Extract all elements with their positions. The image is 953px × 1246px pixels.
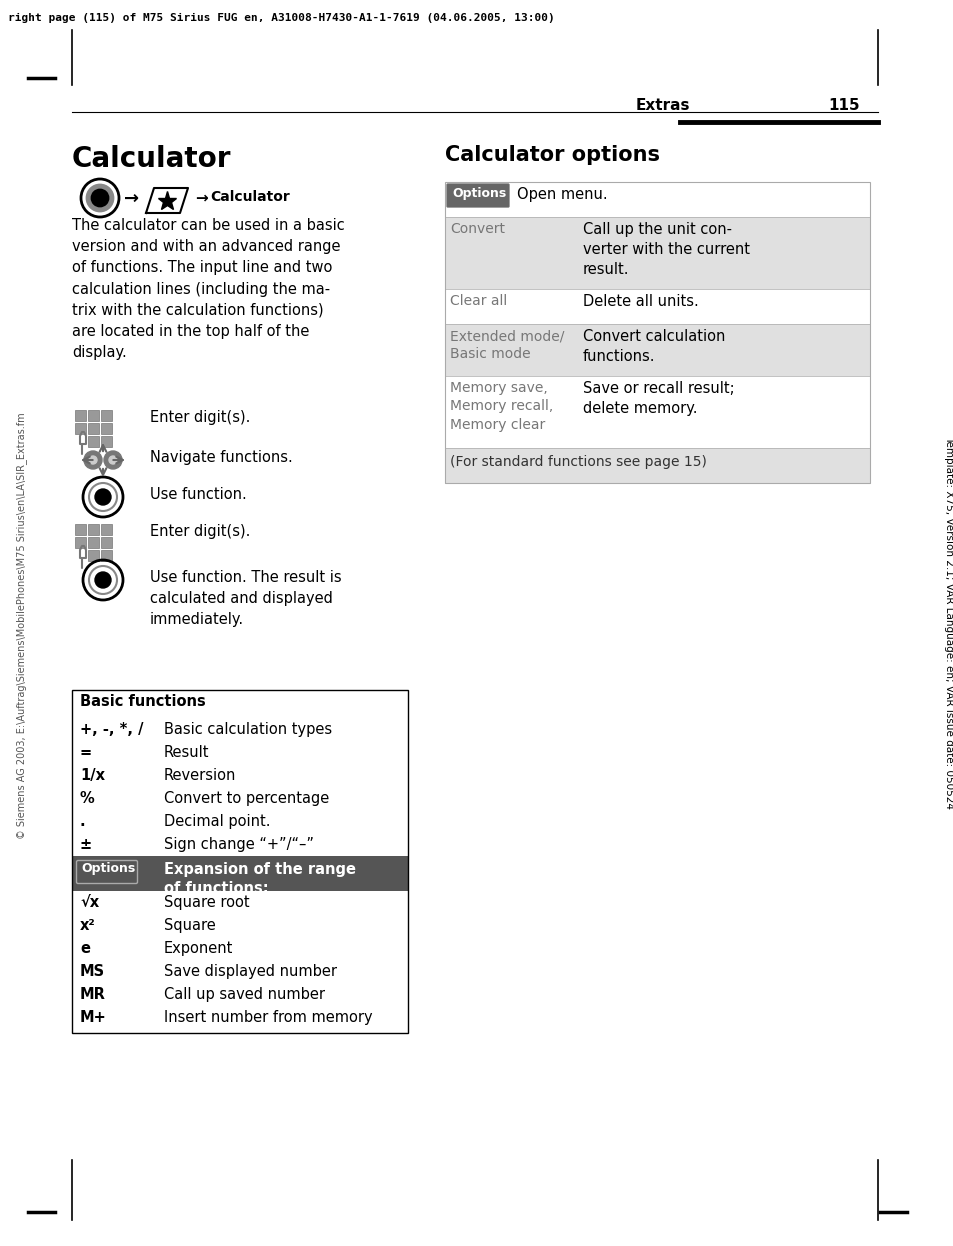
Text: Calculator: Calculator — [71, 145, 232, 173]
Bar — [101, 537, 112, 548]
Text: √x: √x — [80, 895, 99, 910]
Text: =: = — [80, 745, 92, 760]
Circle shape — [91, 189, 108, 206]
Bar — [71, 856, 408, 891]
Bar — [88, 549, 99, 561]
Text: MS: MS — [80, 964, 105, 979]
Text: © Siemens AG 2003, E:\Auftrag\Siemens\MobilePhones\M75 Sirius\en\LA\SIR_Extras.f: © Siemens AG 2003, E:\Auftrag\Siemens\Mo… — [16, 412, 27, 840]
Text: Basic calculation types: Basic calculation types — [164, 721, 332, 736]
Bar — [88, 436, 99, 447]
Bar — [88, 410, 99, 421]
Bar — [101, 422, 112, 434]
Bar — [88, 537, 99, 548]
Text: Use function.: Use function. — [150, 487, 247, 502]
Bar — [88, 422, 99, 434]
Text: Clear all: Clear all — [450, 294, 507, 308]
Text: Options: Options — [452, 187, 506, 201]
Text: +, -, *, /: +, -, *, / — [80, 721, 143, 736]
Text: Template: X75, Version 2.1; VAR Language: en; VAR issue date: 050524: Template: X75, Version 2.1; VAR Language… — [943, 436, 953, 810]
Text: ±: ± — [80, 837, 92, 852]
Text: (For standard functions see page 15): (For standard functions see page 15) — [450, 455, 706, 468]
Circle shape — [84, 451, 102, 468]
Text: Calculator: Calculator — [210, 189, 290, 204]
Text: Convert to percentage: Convert to percentage — [164, 791, 329, 806]
Circle shape — [109, 456, 117, 464]
Circle shape — [87, 184, 112, 211]
Text: Enter digit(s).: Enter digit(s). — [150, 525, 250, 540]
Text: Convert: Convert — [450, 222, 504, 235]
Text: →: → — [124, 189, 139, 208]
Circle shape — [95, 488, 111, 505]
Text: Square root: Square root — [164, 895, 250, 910]
Text: x²: x² — [80, 918, 95, 933]
Text: The calculator can be used in a basic
version and with an advanced range
of func: The calculator can be used in a basic ve… — [71, 218, 344, 360]
FancyBboxPatch shape — [76, 861, 137, 883]
Text: Sign change “+”/“–”: Sign change “+”/“–” — [164, 837, 314, 852]
Text: 1/x: 1/x — [80, 768, 105, 782]
Bar — [71, 690, 408, 1033]
Bar — [75, 537, 86, 548]
Bar — [75, 422, 86, 434]
Bar — [101, 436, 112, 447]
Text: Memory save,
Memory recall,
Memory clear: Memory save, Memory recall, Memory clear — [450, 381, 553, 432]
Text: Calculator options: Calculator options — [444, 145, 659, 164]
Text: e: e — [80, 941, 90, 956]
Circle shape — [104, 451, 122, 468]
Bar — [444, 324, 869, 376]
Bar — [101, 549, 112, 561]
Text: MR: MR — [80, 987, 106, 1002]
Text: Insert number from memory: Insert number from memory — [164, 1011, 373, 1025]
Text: right page (115) of M75 Sirius FUG en, A31008-H7430-A1-1-7619 (04.06.2005, 13:00: right page (115) of M75 Sirius FUG en, A… — [8, 12, 554, 22]
FancyBboxPatch shape — [446, 183, 509, 208]
Text: Convert calculation
functions.: Convert calculation functions. — [582, 329, 724, 364]
Bar — [444, 449, 869, 483]
Text: Open menu.: Open menu. — [517, 187, 607, 202]
Text: Save displayed number: Save displayed number — [164, 964, 336, 979]
Bar — [444, 217, 869, 289]
Text: Options: Options — [81, 862, 135, 875]
Text: Square: Square — [164, 918, 215, 933]
Bar — [444, 182, 869, 483]
Circle shape — [95, 572, 111, 588]
Text: M+: M+ — [80, 1011, 107, 1025]
Text: Navigate functions.: Navigate functions. — [150, 450, 293, 465]
Bar — [101, 525, 112, 535]
Text: Enter digit(s).: Enter digit(s). — [150, 410, 250, 425]
Text: Reversion: Reversion — [164, 768, 236, 782]
Text: Expansion of the range
of functions:: Expansion of the range of functions: — [164, 862, 355, 896]
Bar — [88, 525, 99, 535]
Text: Call up the unit con-
verter with the current
result.: Call up the unit con- verter with the cu… — [582, 222, 749, 277]
Text: Decimal point.: Decimal point. — [164, 814, 271, 829]
Text: Call up saved number: Call up saved number — [164, 987, 325, 1002]
Text: Delete all units.: Delete all units. — [582, 294, 698, 309]
Text: Extras: Extras — [636, 98, 690, 113]
Text: Result: Result — [164, 745, 210, 760]
Text: Exponent: Exponent — [164, 941, 233, 956]
Text: 115: 115 — [827, 98, 859, 113]
Text: →: → — [194, 189, 208, 206]
Bar — [71, 690, 408, 718]
Text: Save or recall result;
delete memory.: Save or recall result; delete memory. — [582, 381, 734, 416]
Bar — [101, 410, 112, 421]
Circle shape — [89, 456, 97, 464]
Text: Use function. The result is
calculated and displayed
immediately.: Use function. The result is calculated a… — [150, 569, 341, 627]
Text: Basic functions: Basic functions — [80, 694, 206, 709]
Text: .: . — [80, 814, 86, 829]
Bar — [75, 410, 86, 421]
Text: %: % — [80, 791, 94, 806]
Text: Extended mode/
Basic mode: Extended mode/ Basic mode — [450, 329, 564, 361]
Polygon shape — [146, 188, 188, 213]
Bar — [75, 525, 86, 535]
